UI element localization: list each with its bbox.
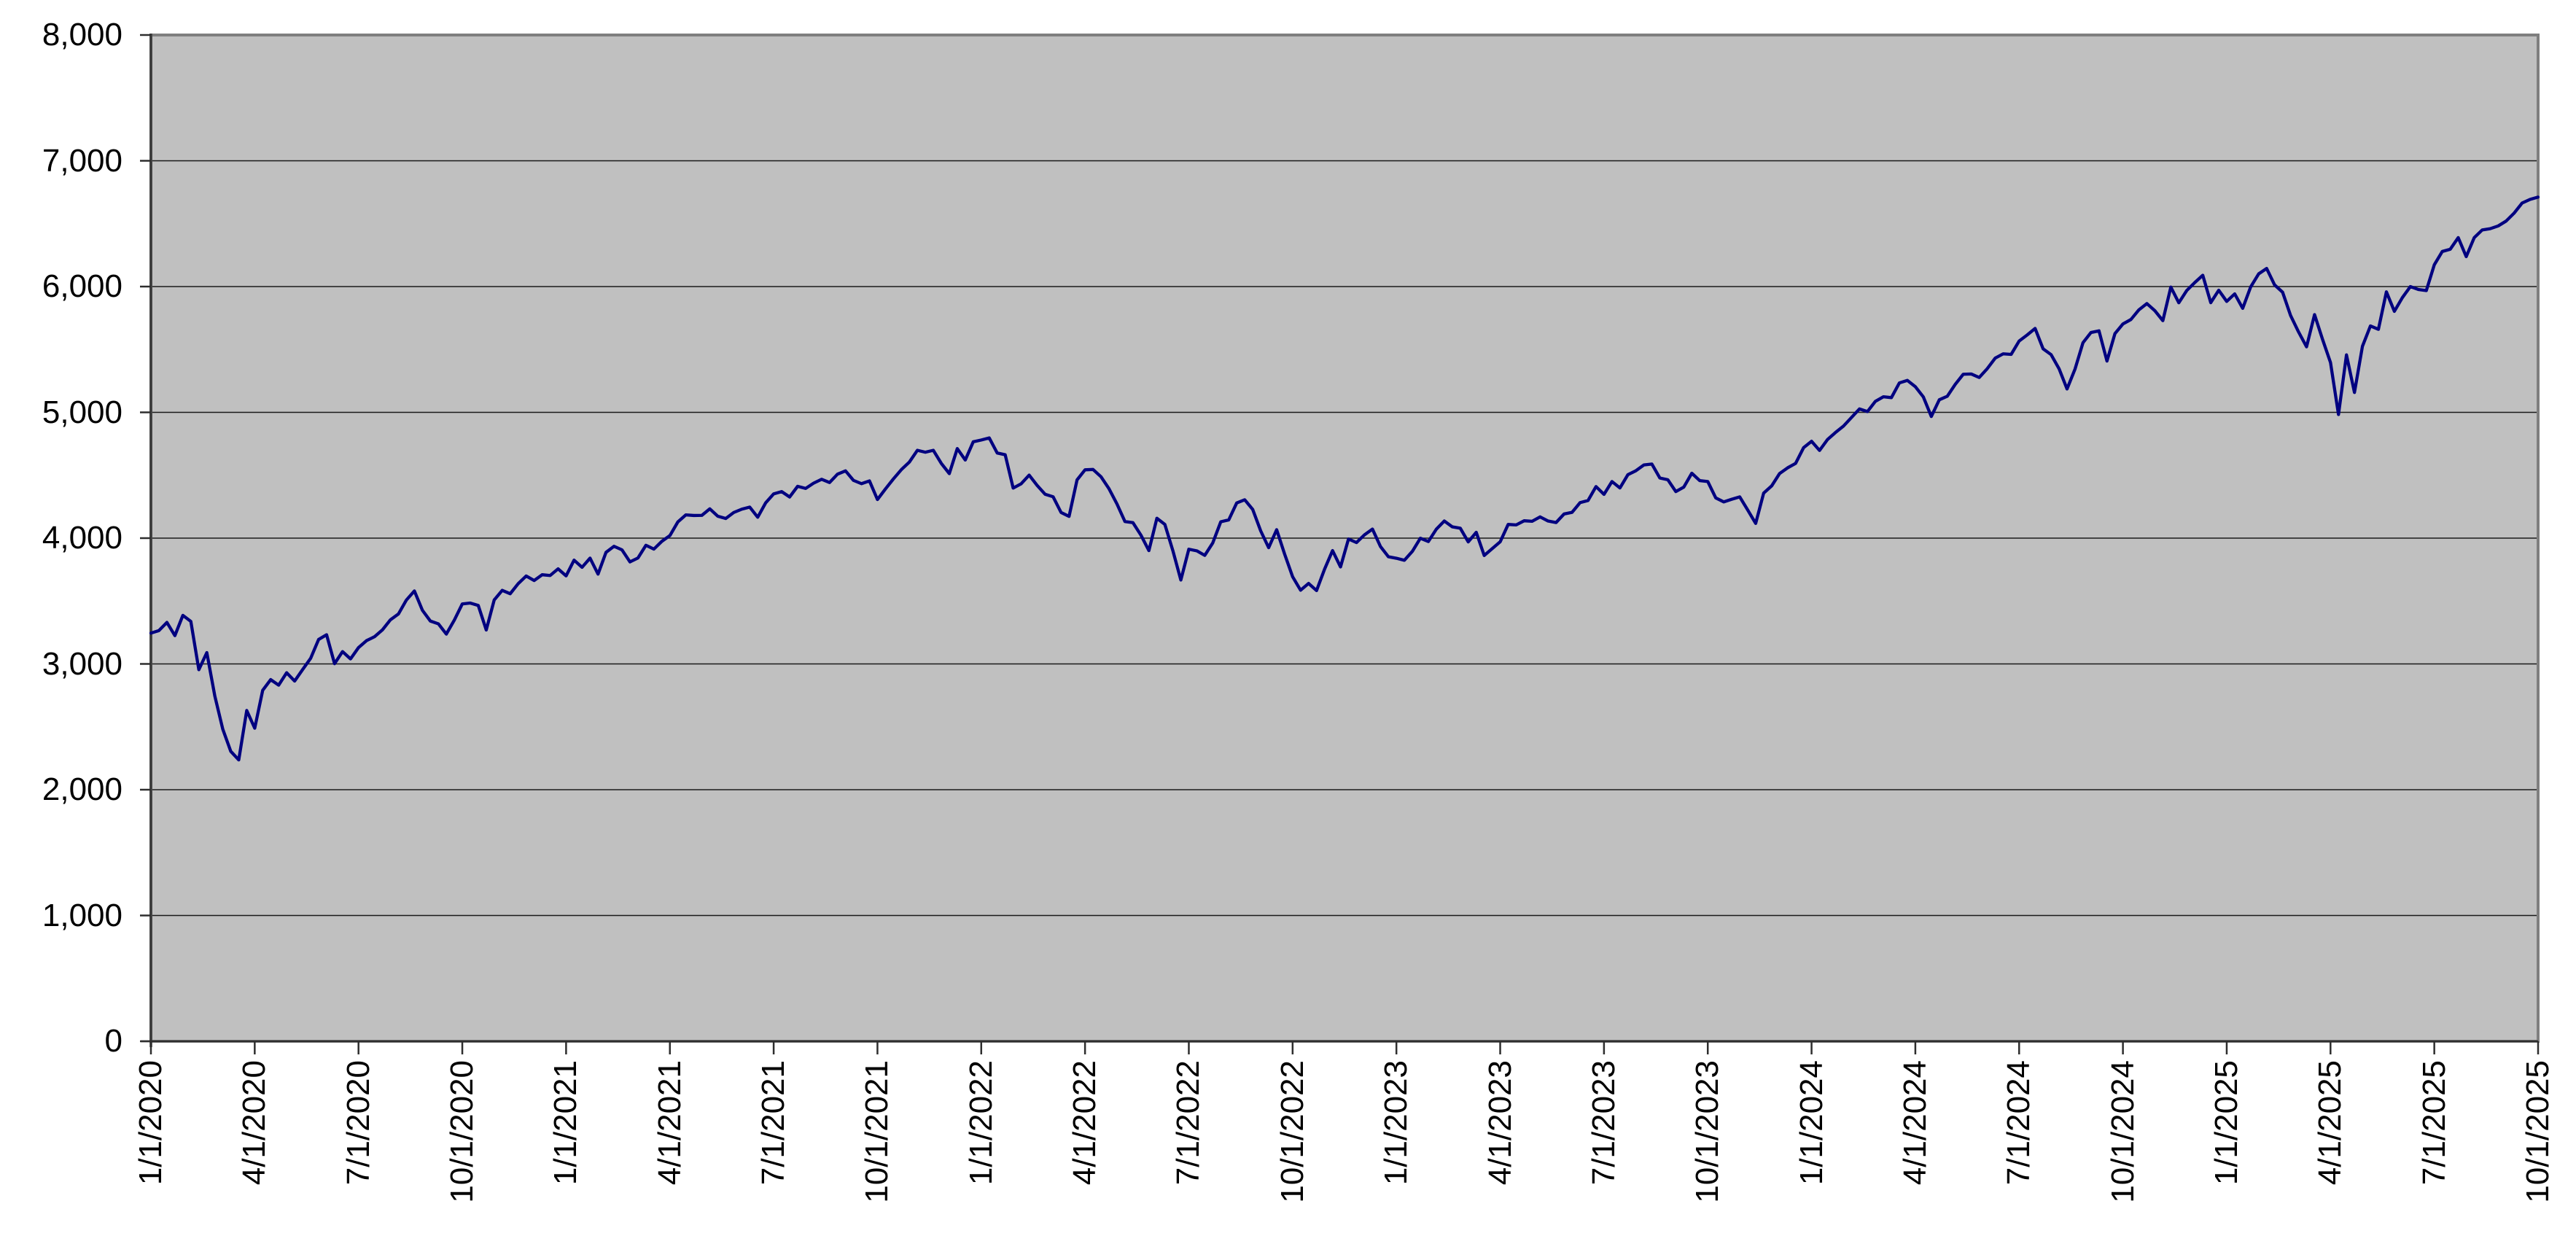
price-series-line (149, 195, 2540, 762)
